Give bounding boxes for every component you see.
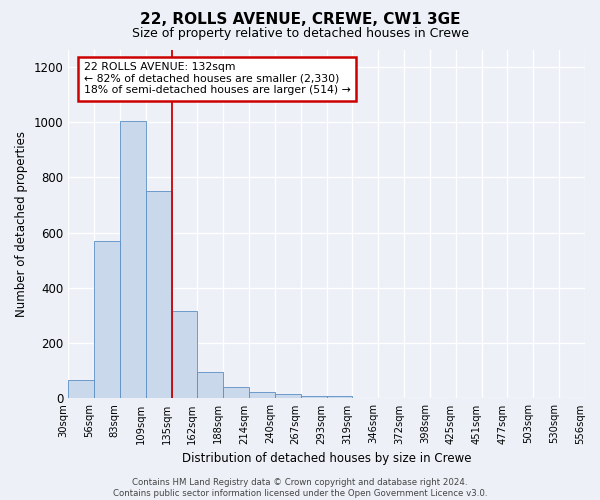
Bar (172, 312, 197, 398)
Bar (301, 396, 326, 398)
Bar (223, 388, 249, 398)
Text: 22, ROLLS AVENUE, CREWE, CW1 3GE: 22, ROLLS AVENUE, CREWE, CW1 3GE (140, 12, 460, 28)
X-axis label: Distribution of detached houses by size in Crewe: Distribution of detached houses by size … (182, 452, 472, 465)
Bar (146, 191, 172, 398)
Bar (94, 241, 120, 398)
Text: Contains HM Land Registry data © Crown copyright and database right 2024.
Contai: Contains HM Land Registry data © Crown c… (113, 478, 487, 498)
Bar (197, 372, 223, 398)
Text: 22 ROLLS AVENUE: 132sqm
← 82% of detached houses are smaller (2,330)
18% of semi: 22 ROLLS AVENUE: 132sqm ← 82% of detache… (83, 62, 350, 96)
Bar (275, 394, 301, 398)
Bar (68, 380, 94, 398)
Text: Size of property relative to detached houses in Crewe: Size of property relative to detached ho… (131, 28, 469, 40)
Bar (249, 392, 275, 398)
Y-axis label: Number of detached properties: Number of detached properties (15, 131, 28, 317)
Bar (120, 120, 146, 398)
Bar (326, 396, 352, 398)
